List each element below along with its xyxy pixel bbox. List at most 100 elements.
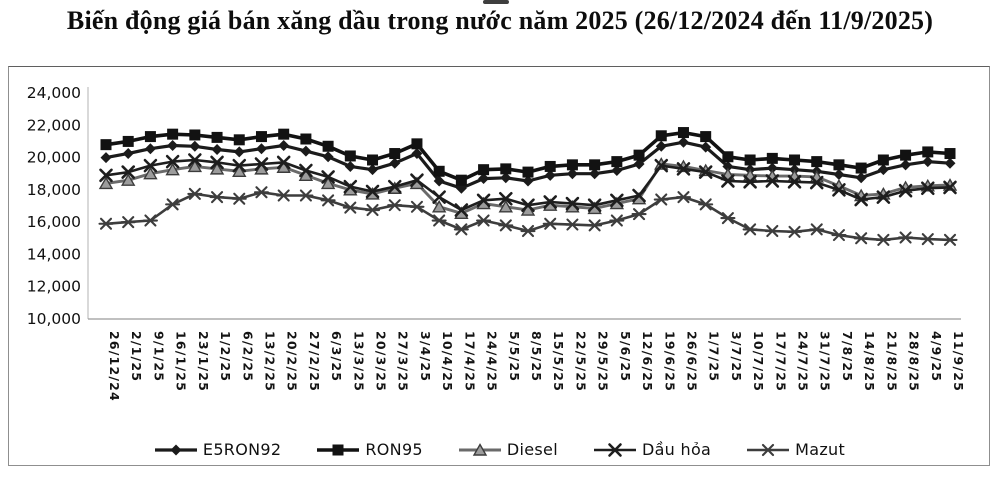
ron95-marker bbox=[332, 444, 344, 455]
series-x bbox=[99, 153, 957, 217]
e5ron92-marker bbox=[722, 160, 734, 172]
price-line-chart: 24,000 22,000 20,000 18,000 16,000 14,000 12,0… bbox=[27, 84, 966, 402]
y-tick-label: 22,000 bbox=[27, 116, 81, 134]
dau-hoa-marker bbox=[143, 158, 158, 173]
dau-hoa-marker bbox=[676, 162, 691, 176]
dau-hoa-marker bbox=[654, 158, 669, 173]
dau-hoa-marker bbox=[121, 165, 136, 179]
dau-hoa-marker bbox=[321, 170, 335, 184]
ron95-marker bbox=[633, 149, 645, 161]
e5ron92-marker bbox=[211, 144, 223, 155]
e5ron92-marker bbox=[478, 173, 490, 185]
x-tick-label: 8/5/25 bbox=[529, 331, 544, 382]
ron95-marker bbox=[789, 154, 801, 166]
ron95-marker bbox=[833, 159, 845, 171]
mazut-marker bbox=[142, 214, 158, 227]
ron95-marker bbox=[655, 130, 667, 142]
x-tick-label: 10/7/25 bbox=[751, 331, 766, 392]
dau-hoa-marker bbox=[188, 153, 202, 167]
mazut-marker bbox=[698, 198, 714, 211]
e5ron92-marker bbox=[944, 157, 956, 169]
y-tick-label: 12,000 bbox=[27, 278, 81, 296]
e5ron92-marker bbox=[900, 159, 912, 171]
x-tick-label: 17/7/25 bbox=[773, 331, 788, 392]
diesel-marker bbox=[98, 176, 114, 190]
mazut-marker bbox=[165, 198, 181, 211]
e5ron92-marker bbox=[170, 444, 182, 455]
e5ron92-marker bbox=[633, 158, 645, 170]
x-tick-label: 6/3/25 bbox=[329, 331, 344, 382]
dau-hoa-marker bbox=[698, 165, 713, 179]
ron95-marker bbox=[455, 174, 467, 186]
dau-hoa-marker bbox=[832, 183, 846, 197]
dau-hoa-marker bbox=[387, 179, 402, 194]
x-tick-label: 3/4/25 bbox=[418, 331, 433, 382]
ron95-marker bbox=[255, 131, 267, 143]
ron95-marker bbox=[300, 133, 312, 145]
mazut-marker bbox=[253, 186, 270, 199]
mazut-marker bbox=[542, 217, 558, 230]
y-tick-label: 10,000 bbox=[27, 310, 81, 328]
ron95-marker bbox=[744, 154, 756, 166]
dau-hoa-marker bbox=[898, 183, 913, 198]
x-tick-label: 14/8/25 bbox=[862, 331, 877, 392]
diesel-marker bbox=[209, 161, 225, 175]
mazut-marker bbox=[231, 192, 247, 205]
mazut-marker bbox=[476, 214, 492, 227]
legend-item-x: Dầu hỏa bbox=[592, 440, 711, 459]
x-tick-label: 20/3/25 bbox=[374, 331, 389, 392]
diesel-marker bbox=[320, 176, 336, 190]
ron95-marker bbox=[411, 138, 423, 150]
ron95-marker bbox=[278, 128, 290, 140]
legend-label: Dầu hỏa bbox=[641, 440, 712, 459]
legend-marker-icon bbox=[747, 443, 790, 456]
e5ron92-marker bbox=[189, 140, 201, 152]
chart-frame: 24,000 22,000 20,000 18,000 16,000 14,000 12,0… bbox=[8, 66, 990, 466]
dau-hoa-marker bbox=[854, 192, 868, 207]
series-star6 bbox=[98, 186, 958, 246]
e5ron92-marker bbox=[278, 139, 290, 151]
dau-hoa-marker bbox=[721, 174, 735, 188]
x-tick-label: 15/5/25 bbox=[551, 331, 566, 392]
dau-hoa-marker bbox=[232, 158, 247, 173]
mazut-marker bbox=[831, 229, 847, 242]
ron95-marker bbox=[922, 146, 934, 158]
dau-hoa-marker bbox=[765, 174, 780, 188]
x-tick-label: 24/7/25 bbox=[796, 331, 811, 392]
x-tick-label: 1/2/25 bbox=[218, 331, 233, 382]
legend-marker-icon bbox=[593, 442, 636, 457]
diesel-marker bbox=[472, 442, 488, 456]
x-tick-label: 7/8/25 bbox=[840, 331, 855, 382]
dau-hoa-marker bbox=[543, 195, 558, 209]
legend-label: Diesel bbox=[506, 440, 558, 459]
dau-hoa-marker bbox=[743, 174, 757, 189]
x-tick-label: 2/1/25 bbox=[129, 331, 144, 382]
dau-hoa-marker bbox=[521, 198, 535, 212]
ron95-marker bbox=[677, 127, 689, 139]
chart-title: Biến động giá bán xăng dầu trong nước nă… bbox=[66, 6, 934, 35]
ron95-marker bbox=[944, 148, 956, 160]
x-tick-label: 27/3/25 bbox=[396, 331, 411, 392]
x-tick-label: 12/6/25 bbox=[640, 331, 655, 392]
y-tick-label: 18,000 bbox=[27, 181, 81, 199]
x-tick-label: 13/3/25 bbox=[351, 331, 366, 392]
e5ron92-marker bbox=[144, 143, 156, 155]
dau-hoa-marker bbox=[920, 181, 935, 196]
e5ron92-marker bbox=[544, 169, 556, 181]
mazut-marker bbox=[920, 233, 936, 246]
diesel-marker bbox=[232, 164, 247, 177]
ron95-marker bbox=[500, 163, 512, 175]
e5ron92-marker bbox=[589, 168, 601, 180]
e5ron92-marker bbox=[367, 164, 379, 176]
dau-hoa-marker bbox=[454, 203, 469, 217]
mazut-marker bbox=[742, 223, 758, 236]
mazut-marker bbox=[320, 194, 336, 207]
x-tick-label: 29/5/25 bbox=[596, 331, 611, 392]
legend-item-star6: Mazut bbox=[745, 440, 845, 459]
dau-hoa-marker bbox=[99, 168, 113, 183]
dau-hoa-marker bbox=[165, 154, 180, 169]
diesel-marker bbox=[431, 199, 447, 213]
diesel-marker bbox=[187, 159, 203, 173]
dau-hoa-marker bbox=[343, 179, 358, 194]
